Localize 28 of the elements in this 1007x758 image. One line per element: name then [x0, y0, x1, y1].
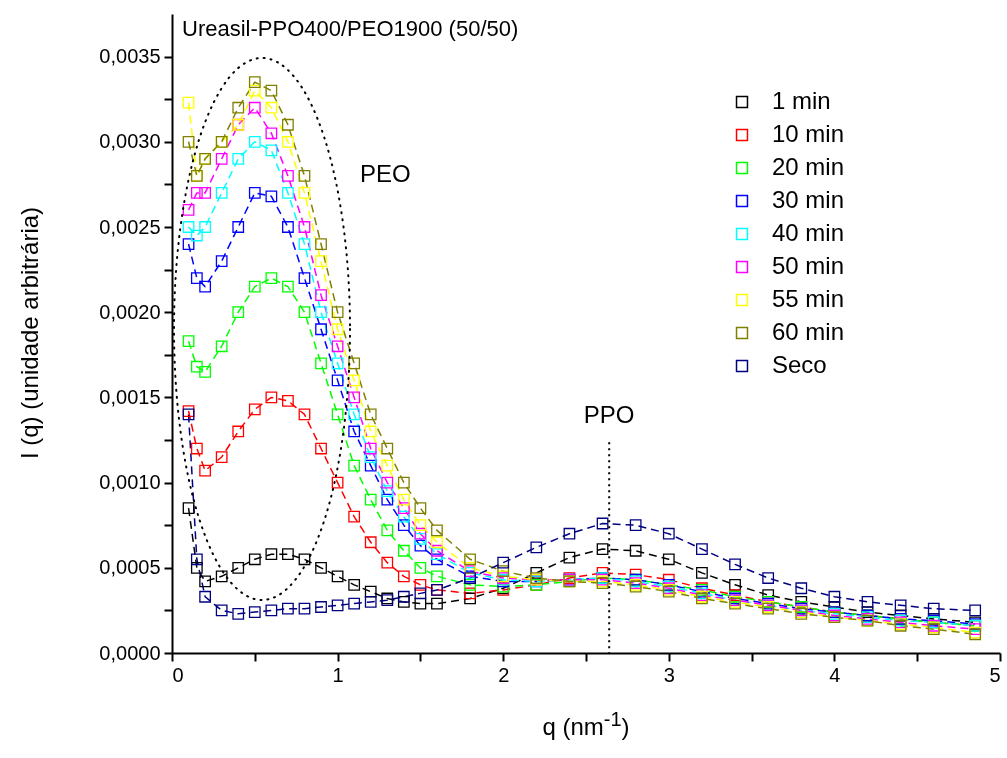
x-tick-label: 3: [663, 663, 675, 686]
legend-label: 50 min: [772, 252, 845, 279]
x-axis-title: q (nm$^{-1}$): [542, 708, 630, 741]
legend-label: 60 min: [772, 318, 845, 345]
legend-label: Seco: [772, 351, 827, 378]
x-tick-label: 5: [989, 663, 1001, 686]
legend-label: 1 min: [772, 87, 831, 114]
legend-label: 40 min: [772, 219, 845, 246]
y-tick-label: 0,0030: [99, 130, 161, 153]
legend-label: 20 min: [772, 153, 845, 180]
x-tick-label: 2: [498, 663, 510, 686]
legend-label: 10 min: [772, 120, 845, 147]
legend-label: 55 min: [772, 285, 845, 312]
chart-title: Ureasil-PPO400/PEO1900 (50/50): [182, 16, 519, 42]
ref-line-label: PPO: [583, 401, 635, 429]
y-tick-label: 0,0005: [99, 556, 161, 579]
y-axis-title: I (q) (unidade arbitrária): [16, 206, 44, 460]
y-tick-label: 0,0025: [99, 215, 161, 238]
y-tick-label: 0,0015: [99, 385, 161, 408]
legend-label: 30 min: [772, 186, 845, 213]
y-tick-label: 0,0020: [99, 300, 161, 323]
x-tick-label: 0: [172, 663, 184, 686]
x-tick-label: 4: [829, 663, 841, 686]
y-tick-label: 0,0010: [99, 471, 161, 494]
annotation: PEO: [360, 160, 411, 188]
x-tick-label: 1: [332, 663, 344, 686]
y-tick-label: 0,0035: [99, 45, 161, 68]
y-tick-label: 0,0000: [99, 641, 161, 664]
